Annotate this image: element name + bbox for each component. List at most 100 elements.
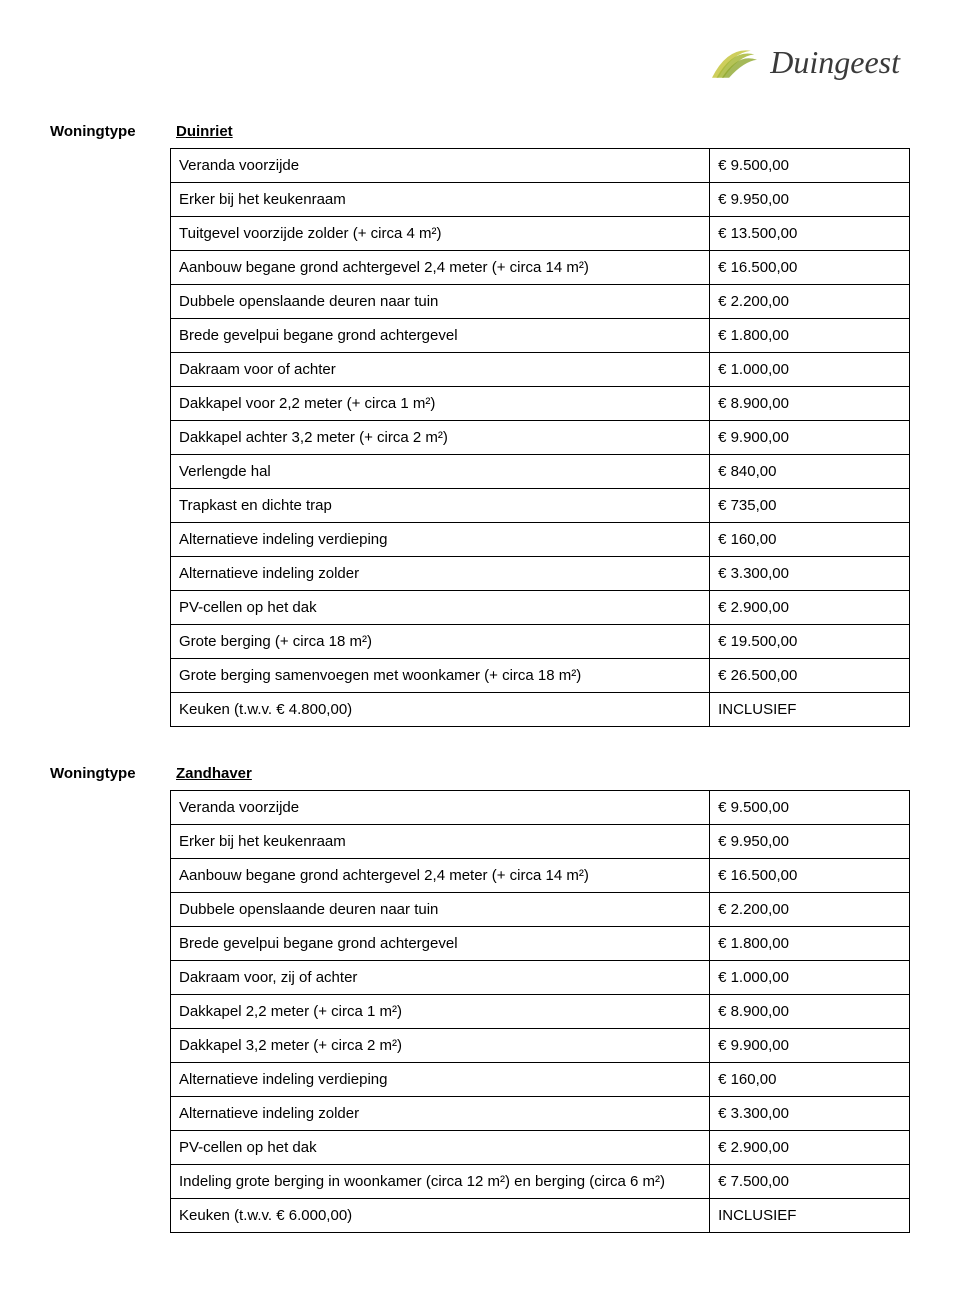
option-price: € 13.500,00 — [710, 217, 910, 251]
option-label: Dubbele openslaande deuren naar tuin — [171, 285, 710, 319]
logo-swoosh-icon — [707, 40, 762, 85]
option-price: € 160,00 — [710, 1063, 910, 1097]
option-label: Veranda voorzijde — [171, 149, 710, 183]
option-label: Keuken (t.w.v. € 4.800,00) — [171, 693, 710, 727]
table-row: Veranda voorzijde€ 9.500,00 — [171, 149, 910, 183]
section-heading: Duinriet — [170, 115, 910, 148]
table-row: Dakraam voor of achter€ 1.000,00 — [171, 353, 910, 387]
option-price: € 26.500,00 — [710, 659, 910, 693]
option-price: € 3.300,00 — [710, 557, 910, 591]
option-price: INCLUSIEF — [710, 693, 910, 727]
option-label: Dubbele openslaande deuren naar tuin — [171, 893, 710, 927]
option-label: Erker bij het keukenraam — [171, 183, 710, 217]
option-price: € 2.900,00 — [710, 1131, 910, 1165]
option-label: Grote berging samenvoegen met woonkamer … — [171, 659, 710, 693]
table-row: Aanbouw begane grond achtergevel 2,4 met… — [171, 859, 910, 893]
option-price: € 160,00 — [710, 523, 910, 557]
table-row: Keuken (t.w.v. € 6.000,00)INCLUSIEF — [171, 1199, 910, 1233]
option-price: € 9.950,00 — [710, 183, 910, 217]
options-table: Veranda voorzijde€ 9.500,00Erker bij het… — [170, 148, 910, 727]
option-label: Dakkapel 3,2 meter (+ circa 2 m²) — [171, 1029, 710, 1063]
table-row: Dakkapel achter 3,2 meter (+ circa 2 m²)… — [171, 421, 910, 455]
table-row: Alternatieve indeling zolder€ 3.300,00 — [171, 557, 910, 591]
category-label: Woningtype — [50, 757, 170, 782]
logo-text: Duingeest — [770, 44, 900, 81]
table-row: Keuken (t.w.v. € 4.800,00)INCLUSIEF — [171, 693, 910, 727]
option-price: € 9.900,00 — [710, 421, 910, 455]
option-label: Alternatieve indeling zolder — [171, 557, 710, 591]
table-row: Alternatieve indeling zolder€ 3.300,00 — [171, 1097, 910, 1131]
option-label: Dakkapel voor 2,2 meter (+ circa 1 m²) — [171, 387, 710, 421]
option-price: € 1.000,00 — [710, 961, 910, 995]
option-label: Dakraam voor, zij of achter — [171, 961, 710, 995]
option-label: Verlengde hal — [171, 455, 710, 489]
table-row: Verlengde hal€ 840,00 — [171, 455, 910, 489]
option-label: Alternatieve indeling zolder — [171, 1097, 710, 1131]
option-label: Alternatieve indeling verdieping — [171, 523, 710, 557]
option-price: € 8.900,00 — [710, 387, 910, 421]
option-label: Grote berging (+ circa 18 m²) — [171, 625, 710, 659]
option-label: Brede gevelpui begane grond achtergevel — [171, 927, 710, 961]
option-price: € 2.900,00 — [710, 591, 910, 625]
table-row: Brede gevelpui begane grond achtergevel€… — [171, 927, 910, 961]
table-row: Dakkapel 2,2 meter (+ circa 1 m²)€ 8.900… — [171, 995, 910, 1029]
table-row: Dubbele openslaande deuren naar tuin€ 2.… — [171, 285, 910, 319]
table-row: Erker bij het keukenraam€ 9.950,00 — [171, 825, 910, 859]
section-1: WoningtypeZandhaverVeranda voorzijde€ 9.… — [50, 757, 910, 1233]
table-row: PV-cellen op het dak€ 2.900,00 — [171, 1131, 910, 1165]
option-label: Erker bij het keukenraam — [171, 825, 710, 859]
section-heading: Zandhaver — [170, 757, 910, 790]
table-row: Alternatieve indeling verdieping€ 160,00 — [171, 1063, 910, 1097]
option-price: € 840,00 — [710, 455, 910, 489]
option-price: € 3.300,00 — [710, 1097, 910, 1131]
option-label: Keuken (t.w.v. € 6.000,00) — [171, 1199, 710, 1233]
option-label: Aanbouw begane grond achtergevel 2,4 met… — [171, 859, 710, 893]
option-label: Tuitgevel voorzijde zolder (+ circa 4 m²… — [171, 217, 710, 251]
option-label: Dakraam voor of achter — [171, 353, 710, 387]
table-row: Dakraam voor, zij of achter€ 1.000,00 — [171, 961, 910, 995]
option-label: Dakkapel achter 3,2 meter (+ circa 2 m²) — [171, 421, 710, 455]
option-price: € 9.500,00 — [710, 791, 910, 825]
option-price: € 735,00 — [710, 489, 910, 523]
option-price: € 7.500,00 — [710, 1165, 910, 1199]
logo: Duingeest — [707, 40, 900, 85]
table-row: Dakkapel 3,2 meter (+ circa 2 m²)€ 9.900… — [171, 1029, 910, 1063]
option-price: € 1.800,00 — [710, 927, 910, 961]
table-row: Veranda voorzijde€ 9.500,00 — [171, 791, 910, 825]
page-header: Duingeest — [50, 40, 910, 85]
section-body: DuinrietVeranda voorzijde€ 9.500,00Erker… — [170, 115, 910, 727]
option-price: € 1.000,00 — [710, 353, 910, 387]
table-row: Tuitgevel voorzijde zolder (+ circa 4 m²… — [171, 217, 910, 251]
option-label: Brede gevelpui begane grond achtergevel — [171, 319, 710, 353]
table-row: PV-cellen op het dak€ 2.900,00 — [171, 591, 910, 625]
category-label: Woningtype — [50, 115, 170, 140]
option-price: € 9.900,00 — [710, 1029, 910, 1063]
option-label: Dakkapel 2,2 meter (+ circa 1 m²) — [171, 995, 710, 1029]
option-label: Aanbouw begane grond achtergevel 2,4 met… — [171, 251, 710, 285]
option-price: € 16.500,00 — [710, 859, 910, 893]
option-label: Veranda voorzijde — [171, 791, 710, 825]
table-row: Alternatieve indeling verdieping€ 160,00 — [171, 523, 910, 557]
table-row: Grote berging samenvoegen met woonkamer … — [171, 659, 910, 693]
option-price: € 2.200,00 — [710, 893, 910, 927]
option-price: € 1.800,00 — [710, 319, 910, 353]
option-price: € 16.500,00 — [710, 251, 910, 285]
option-price: € 9.950,00 — [710, 825, 910, 859]
option-label: Indeling grote berging in woonkamer (cir… — [171, 1165, 710, 1199]
option-price: € 8.900,00 — [710, 995, 910, 1029]
table-row: Dubbele openslaande deuren naar tuin€ 2.… — [171, 893, 910, 927]
table-row: Trapkast en dichte trap€ 735,00 — [171, 489, 910, 523]
option-price: € 19.500,00 — [710, 625, 910, 659]
option-price: € 9.500,00 — [710, 149, 910, 183]
table-row: Grote berging (+ circa 18 m²)€ 19.500,00 — [171, 625, 910, 659]
option-label: Alternatieve indeling verdieping — [171, 1063, 710, 1097]
option-label: PV-cellen op het dak — [171, 591, 710, 625]
table-row: Aanbouw begane grond achtergevel 2,4 met… — [171, 251, 910, 285]
table-row: Brede gevelpui begane grond achtergevel€… — [171, 319, 910, 353]
section-body: ZandhaverVeranda voorzijde€ 9.500,00Erke… — [170, 757, 910, 1233]
table-row: Erker bij het keukenraam€ 9.950,00 — [171, 183, 910, 217]
option-label: Trapkast en dichte trap — [171, 489, 710, 523]
options-table: Veranda voorzijde€ 9.500,00Erker bij het… — [170, 790, 910, 1233]
table-row: Dakkapel voor 2,2 meter (+ circa 1 m²)€ … — [171, 387, 910, 421]
option-price: INCLUSIEF — [710, 1199, 910, 1233]
